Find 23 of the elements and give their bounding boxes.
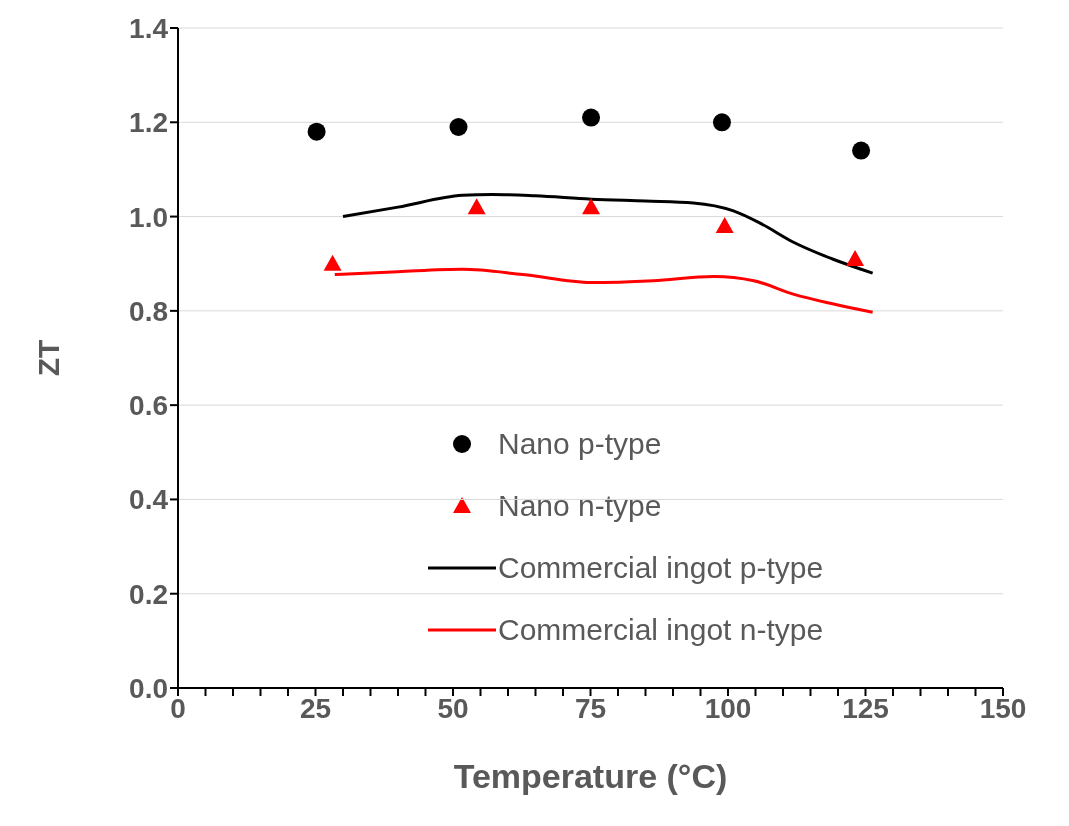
x-tick-label: 150 (979, 692, 1027, 724)
x-tick-label: 100 (704, 692, 752, 724)
y-tick-label: 1.2 (129, 107, 168, 139)
x-axis-title: Temperature (°C) (453, 757, 728, 795)
y-tick-label: 1.4 (129, 12, 169, 44)
y-axis-title: ZT (31, 339, 65, 377)
x-tick-label: 0 (170, 692, 186, 724)
legend-label: Commercial ingot p-type (498, 551, 824, 585)
x-tick-label: 75 (574, 692, 607, 724)
x-tick-label: 50 (437, 692, 469, 724)
line-series (341, 192, 875, 275)
y-tick-label: 0.0 (129, 672, 168, 704)
y-tick-label: 1.0 (129, 201, 168, 233)
legend-label: Nano p-type (498, 427, 662, 461)
y-tick-label: 0.8 (129, 295, 168, 327)
legend-label: Commercial ingot n-type (498, 613, 824, 647)
x-tick-label: 125 (842, 692, 889, 724)
legend-label: Nano n-type (498, 489, 662, 523)
y-tick-label: 0.2 (129, 578, 168, 610)
line-series (333, 267, 875, 314)
x-tick-label: 25 (299, 692, 332, 724)
y-tick-label: 0.4 (129, 484, 169, 516)
y-tick-label: 0.6 (129, 390, 168, 422)
